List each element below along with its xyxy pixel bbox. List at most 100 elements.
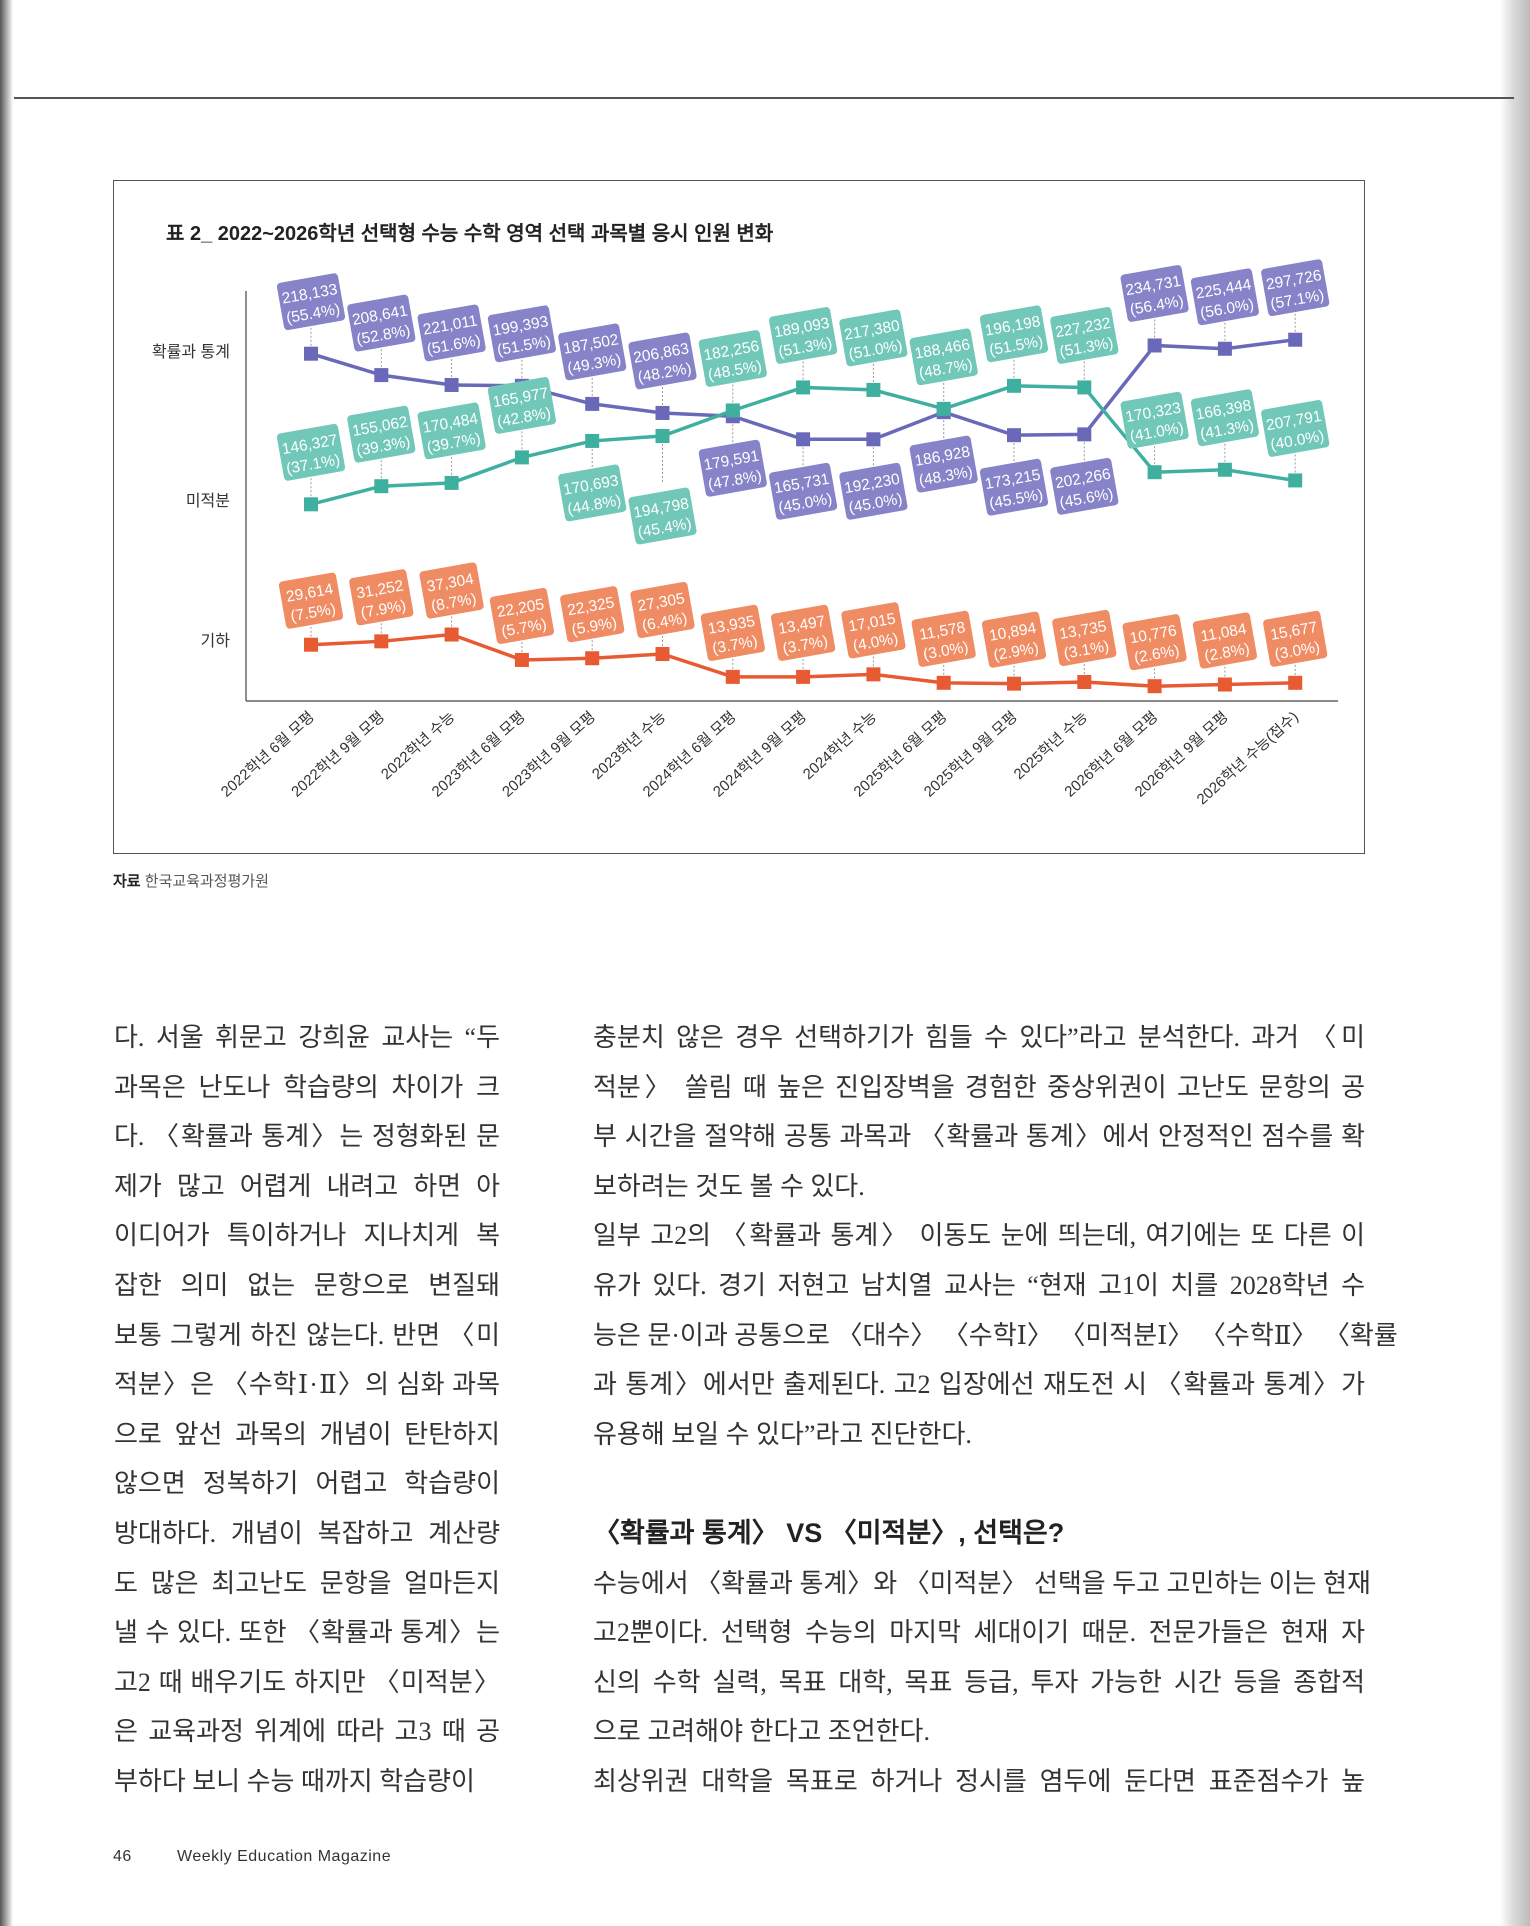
section-heading: 〈확률과 통계〉 VS 〈미적분〉, 선택은? [593, 1517, 1065, 1548]
data-point [1147, 465, 1162, 480]
data-label: 182,256(48.5%) [698, 330, 767, 387]
data-label: 13,735(3.1%) [1052, 609, 1117, 667]
data-point [444, 377, 459, 392]
data-label: 13,497(3.7%) [771, 604, 836, 661]
data-point [866, 382, 881, 397]
data-label-box [558, 464, 627, 522]
spacer [593, 1459, 1365, 1509]
data-label: 155,062(39.3%) [347, 405, 416, 463]
page-left-edge [0, 0, 13, 1926]
text-line: 고2 때 배우기도 하지만 〈미적분〉 [114, 1667, 500, 1697]
text-line: 부 시간을 절약해 공통 과목과 〈확률과 통계〉에서 안정적인 점수를 확 [593, 1122, 1365, 1152]
data-point [1077, 674, 1092, 689]
data-point [514, 450, 529, 465]
text-line: 으로 앞선 과목의 개념이 탄탄하지 [114, 1419, 500, 1449]
data-label: 225,444(56.0%) [1190, 268, 1259, 326]
data-point [444, 627, 459, 642]
data-label: 227,232(51.3%) [1050, 307, 1119, 364]
data-label: 10,776(2.6%) [1122, 614, 1187, 671]
data-point [1007, 676, 1021, 691]
data-label-box [700, 604, 765, 661]
data-label-box [909, 328, 978, 386]
data-label: 179,591(47.8%) [698, 439, 767, 497]
text-line: 신의 수학 실력, 목표 대학, 목표 등급, 투자 가능한 시간 등을 종합적 [593, 1667, 1365, 1697]
data-point [1288, 675, 1303, 690]
chart-title: 표 2_ 2022~2026학년 선택형 수능 수학 영역 선택 과목별 응시 … [166, 223, 774, 245]
data-label-box [1120, 265, 1189, 322]
text-line: 잡한 의미 없는 문항으로 변질돼 [114, 1270, 500, 1300]
text-line: 다. 〈확률과 통계〉는 정형화된 문 [114, 1122, 500, 1152]
data-point [655, 405, 670, 420]
data-label-box [1120, 391, 1189, 449]
data-point [1147, 338, 1162, 353]
data-point [1217, 462, 1232, 477]
data-label: 11,578(3.0%) [911, 610, 976, 667]
chart-source: 자료 한국교육과정평가원 [113, 870, 269, 891]
text-line: 않으면 정복하기 어렵고 학습량이 [114, 1469, 500, 1499]
data-label-box [276, 273, 346, 331]
data-point [725, 669, 740, 684]
data-label-box [417, 402, 486, 460]
text-line: 적분〉 쏠림 때 높은 진입장벽을 경험한 중상위권이 고난도 문항의 공 [593, 1072, 1365, 1102]
data-label-box [417, 304, 486, 362]
data-label-box [979, 458, 1049, 516]
data-label: 297,726(57.1%) [1261, 259, 1330, 317]
magazine-name: Weekly Education Magazine [177, 1848, 392, 1865]
data-label-box [1190, 268, 1259, 326]
data-label-box [1190, 389, 1259, 447]
data-label: 192,230(45.0%) [839, 462, 908, 520]
text-line: 제가 많고 어렵게 내려고 하면 아 [114, 1171, 500, 1201]
data-label-box [841, 602, 906, 659]
data-label-box [769, 462, 838, 520]
data-point [585, 651, 600, 666]
data-label: 199,393(51.5%) [487, 305, 556, 363]
data-label: 29,614(7.5%) [278, 572, 344, 629]
data-label-box [1263, 610, 1328, 667]
text-line: 보하려는 것도 볼 수 있다. [593, 1171, 865, 1201]
text-line: 과 통계〉에서만 출제된다. 고2 입장에선 재도전 시 〈확률과 통계〉가 [593, 1370, 1365, 1400]
text-line: 보통 그렇게 하진 않는다. 반면 〈미 [114, 1320, 500, 1350]
data-label-box [487, 377, 556, 434]
data-label-box [839, 462, 908, 520]
data-label-box [909, 435, 978, 493]
data-label: 202,266(45.6%) [1050, 457, 1119, 515]
y-label-0: 확률과 통계 [152, 343, 230, 361]
text-line: 충분치 않은 경우 선택하기가 힘들 수 있다”라고 분석한다. 과거 〈미 [593, 1023, 1365, 1052]
data-point [1147, 679, 1162, 694]
header-rule [14, 97, 1514, 99]
data-label-box [769, 307, 838, 364]
data-label: 13,935(3.7%) [700, 604, 765, 661]
data-label-box [1122, 614, 1187, 671]
text-line: 고2뿐이다. 선택형 수능의 마지막 세대이기 때문. 전문가들은 현재 자 [593, 1618, 1365, 1648]
data-label: 208,641(52.8%) [347, 294, 416, 352]
text-line: 일부 고2의 〈확률과 통계〉 이동도 눈에 띄는데, 여기에는 또 다른 이 [593, 1221, 1365, 1251]
data-label-box [911, 610, 976, 667]
data-point [1007, 428, 1021, 443]
data-label: 186,928(48.3%) [909, 435, 978, 493]
data-point [796, 432, 811, 447]
data-label-box [1050, 457, 1119, 515]
data-label: 11,084(2.8%) [1192, 612, 1257, 669]
data-label: 37,304(8.7%) [419, 562, 484, 619]
data-label: 221,011(51.6%) [417, 304, 486, 362]
data-point [444, 475, 459, 490]
data-point [304, 637, 318, 652]
data-label-box [698, 330, 767, 387]
data-label-box [347, 294, 416, 352]
data-label: 10,894(2.9%) [981, 611, 1047, 668]
data-label: 22,205(5.7%) [489, 587, 554, 644]
data-label-box [1261, 259, 1330, 317]
data-label: 196,198(51.5%) [979, 305, 1049, 363]
y-label-2: 기하 [201, 632, 231, 650]
chart-frame [113, 180, 1365, 854]
data-label-box [487, 305, 556, 363]
data-label: 22,325(5.9%) [560, 586, 625, 643]
data-label: 165,731(45.0%) [769, 462, 838, 520]
text-line: 유가 있다. 경기 저현고 남치열 교사는 “현재 고1이 치를 2028학년 … [593, 1270, 1365, 1300]
data-point [796, 380, 811, 395]
data-label: 189,093(51.3%) [769, 307, 838, 364]
data-label-box [558, 323, 627, 381]
text-line: 부하다 보니 수능 때까지 학습량이 [114, 1766, 475, 1796]
data-label-box [981, 611, 1047, 668]
